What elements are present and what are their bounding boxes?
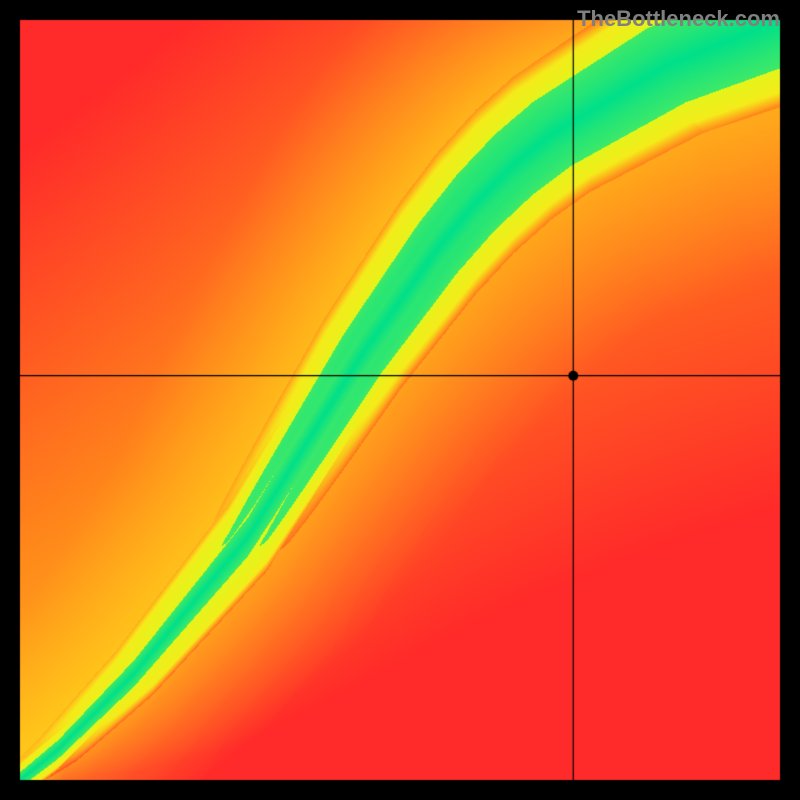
bottleneck-heatmap (0, 0, 800, 800)
watermark-text: TheBottleneck.com (577, 6, 780, 32)
